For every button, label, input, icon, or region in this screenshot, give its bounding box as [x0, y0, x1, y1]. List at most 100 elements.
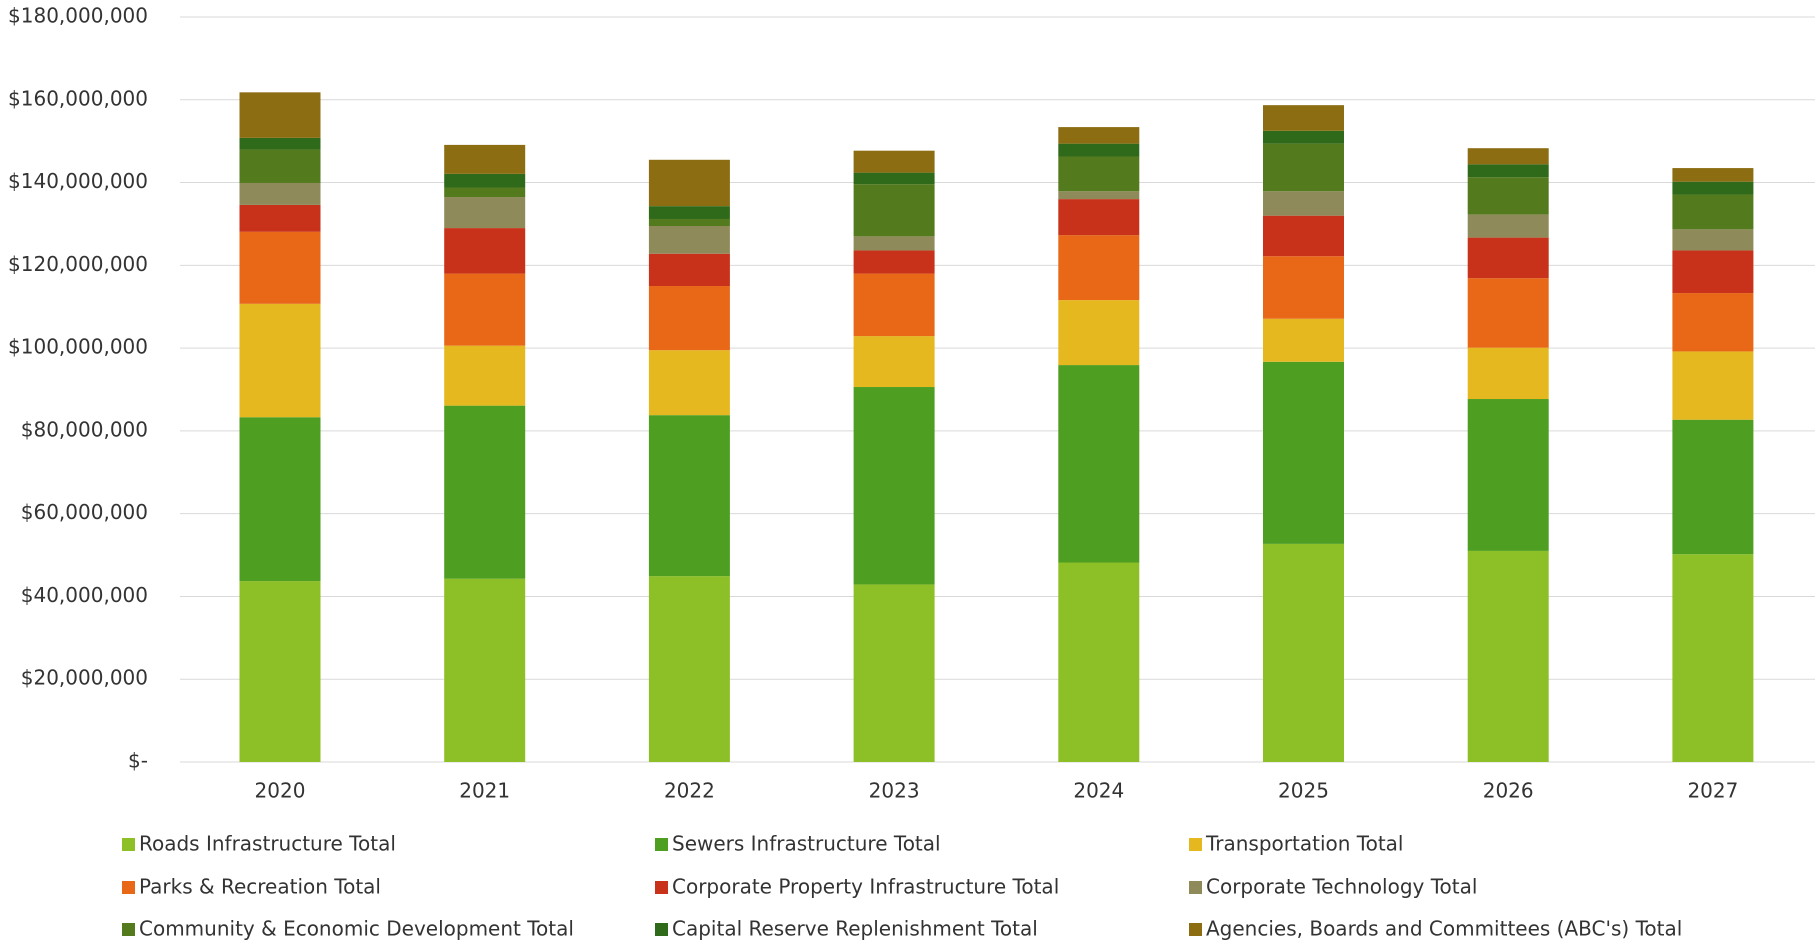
- y-tick-label: $120,000,000: [8, 252, 148, 276]
- legend-swatch: [1189, 923, 1202, 936]
- bar-segment: [444, 578, 526, 762]
- x-tick-label: 2027: [1687, 779, 1738, 803]
- bar-segment: [1467, 177, 1549, 215]
- x-tick-label: 2022: [664, 779, 715, 803]
- y-tick-label: $40,000,000: [21, 583, 148, 607]
- bar-segment: [853, 273, 935, 337]
- legend-swatch: [655, 881, 668, 894]
- bar-segment: [648, 415, 730, 577]
- bar-segment: [1467, 214, 1549, 238]
- y-tick-label: $80,000,000: [21, 417, 148, 441]
- bar-segment: [1672, 351, 1754, 420]
- bar-segment: [1672, 419, 1754, 555]
- bar-segment: [1263, 191, 1344, 216]
- bar-segment: [648, 218, 730, 227]
- legend-label: Roads Infrastructure Total: [139, 832, 396, 856]
- bar-segment: [239, 231, 321, 304]
- bar-segment: [648, 226, 730, 254]
- bar-segment: [853, 387, 935, 585]
- y-tick-label: $20,000,000: [21, 666, 148, 690]
- bar-segment: [239, 137, 321, 150]
- bar-segment: [1263, 543, 1344, 762]
- bar-segment: [1467, 148, 1549, 165]
- bar-segment: [648, 286, 730, 351]
- legend-swatch: [655, 923, 668, 936]
- bar-segment: [444, 144, 526, 174]
- bar-segment: [648, 159, 730, 207]
- y-tick-label: $140,000,000: [8, 169, 148, 193]
- legend-label: Capital Reserve Replenishment Total: [672, 917, 1038, 941]
- x-tick-label: 2024: [1073, 779, 1124, 803]
- x-tick-label: 2020: [255, 779, 306, 803]
- bar-segment: [1058, 191, 1140, 200]
- bar-segment: [444, 273, 526, 346]
- bar-segment: [1672, 250, 1754, 294]
- bar-segment: [239, 417, 321, 582]
- bar-segment: [1058, 365, 1140, 563]
- y-tick-label: $160,000,000: [8, 86, 148, 110]
- bar-segment: [1467, 399, 1549, 551]
- legend-swatch: [122, 881, 135, 894]
- bar-segment: [648, 576, 730, 762]
- y-tick-label: $100,000,000: [8, 335, 148, 359]
- bar-segment: [1058, 143, 1140, 157]
- bar-segment: [444, 228, 526, 274]
- x-tick-label: 2021: [459, 779, 510, 803]
- bar-segment: [1058, 199, 1140, 236]
- legend-label: Corporate Property Infrastructure Total: [672, 875, 1059, 899]
- bar-segment: [239, 92, 321, 138]
- bar-segment: [444, 405, 526, 579]
- bar-segment: [239, 182, 321, 205]
- legend-label: Agencies, Boards and Committees (ABC's) …: [1206, 917, 1682, 941]
- bar-segment: [1058, 127, 1140, 144]
- bar-segment: [1467, 550, 1549, 762]
- x-tick-label: 2026: [1483, 779, 1534, 803]
- y-tick-label: $-: [128, 749, 148, 773]
- bar-segment: [239, 303, 321, 418]
- bar-segment: [239, 204, 321, 232]
- bar-segment: [853, 250, 935, 274]
- bar-segment: [853, 172, 935, 185]
- bar-segment: [1263, 143, 1344, 192]
- bar-segment: [1058, 156, 1140, 192]
- bar-segment: [1672, 181, 1754, 195]
- bar-segment: [1467, 164, 1549, 178]
- bar-segment: [1263, 130, 1344, 144]
- bar-segment: [1672, 554, 1754, 762]
- bar-segment: [648, 350, 730, 416]
- bar-segment: [853, 584, 935, 762]
- bar-segment: [853, 184, 935, 237]
- bar-segment: [1263, 256, 1344, 319]
- legend-label: Sewers Infrastructure Total: [672, 832, 941, 856]
- y-tick-label: $60,000,000: [21, 500, 148, 524]
- bar-segment: [444, 187, 526, 198]
- bar-segment: [1263, 361, 1344, 544]
- bar-segment: [444, 345, 526, 406]
- bar-segment: [239, 581, 321, 762]
- legend-swatch: [122, 923, 135, 936]
- bar-segment: [1058, 235, 1140, 301]
- legend-label: Corporate Technology Total: [1206, 875, 1477, 899]
- bar-segment: [1058, 300, 1140, 366]
- bar-segment: [444, 173, 526, 188]
- legend-swatch: [1189, 881, 1202, 894]
- bar-segment: [1467, 347, 1549, 400]
- legend-label: Parks & Recreation Total: [139, 875, 381, 899]
- legend-label: Transportation Total: [1205, 832, 1403, 856]
- bar-segment: [444, 197, 526, 229]
- legend-swatch: [655, 838, 668, 851]
- bar-segment: [1467, 237, 1549, 279]
- bar-segment: [853, 236, 935, 251]
- bar-segment: [1672, 229, 1754, 251]
- bar-segment: [648, 253, 730, 287]
- bar-segment: [1672, 293, 1754, 352]
- bar-segment: [1263, 105, 1344, 131]
- y-tick-label: $180,000,000: [8, 4, 148, 28]
- bar-segment: [1672, 194, 1754, 230]
- legend-swatch: [122, 838, 135, 851]
- bar-segment: [1263, 215, 1344, 257]
- x-tick-label: 2025: [1278, 779, 1329, 803]
- legend-swatch: [1189, 838, 1202, 851]
- legend-label: Community & Economic Development Total: [139, 917, 574, 941]
